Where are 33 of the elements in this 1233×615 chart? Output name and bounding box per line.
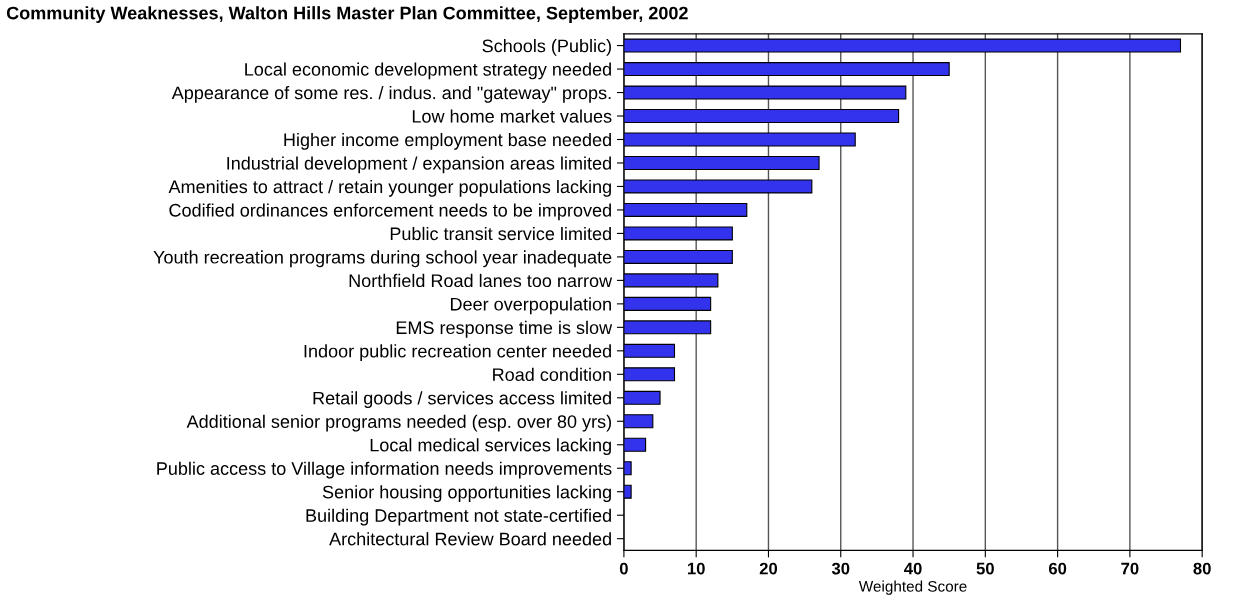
y-tick-label: Building Department not state-certified <box>306 508 611 526</box>
y-tick-label: Low home market values <box>412 109 612 123</box>
y-tick-label: Indoor public recreation center needed <box>304 344 611 362</box>
x-tick-label: 10 <box>687 562 705 575</box>
y-tick-label: Retail goods / services access limited <box>313 391 611 409</box>
y-tick-label: Local medical services lacking <box>370 438 611 456</box>
y-tick-label: Public access to Village information needs improvements <box>157 461 612 479</box>
y-tick-label: Amenities to attract / retain younger populations lacking <box>168 179 611 197</box>
x-tick-label: 60 <box>1048 562 1067 575</box>
y-tick-label: Local economic development strategy needed <box>245 62 611 80</box>
y-tick-label: Higher income employment base needed <box>284 132 611 150</box>
x-tick-label: 70 <box>1121 562 1139 575</box>
y-tick-label: Deer overpopulation <box>450 297 611 315</box>
y-tick-label: EMS response time is slow <box>396 320 613 338</box>
y-tick-label: Industrial development / expansion areas limited <box>227 156 611 174</box>
y-tick-label: Schools (Public) <box>482 39 611 56</box>
y-tick-label: Architectural Review Board needed <box>329 532 611 546</box>
y-tick-label: Road condition <box>493 367 611 382</box>
y-tick-label: Senior housing opportunities lacking <box>322 485 611 503</box>
x-tick-label: 30 <box>831 562 850 575</box>
y-tick-label: Public transit service limited <box>390 226 611 241</box>
x-axis-title: Weighted Score <box>858 580 967 595</box>
x-tick-label: 0 <box>619 562 628 575</box>
x-tick-label: 50 <box>976 562 994 575</box>
text: Community Weaknesses, Walton Hills Master Plan Committee, September, 2002 <box>6 6 688 23</box>
y-tick-label: Appearance of some res. / indus. and "gateway" props. <box>171 85 611 103</box>
x-tick-label: 20 <box>759 562 778 575</box>
x-tick-label: 80 <box>1193 562 1211 575</box>
x-tick-label: 40 <box>904 562 922 575</box>
y-tick-label: Northfield Road lanes too narrow <box>349 273 613 288</box>
y-tick-label: Codified ordinances enforcement needs to be improved <box>169 203 611 221</box>
y-tick-label: Additional senior programs needed (esp. over 80 yrs) <box>186 414 611 432</box>
y-tick-label: Youth recreation programs during school year inadequate <box>153 250 612 268</box>
